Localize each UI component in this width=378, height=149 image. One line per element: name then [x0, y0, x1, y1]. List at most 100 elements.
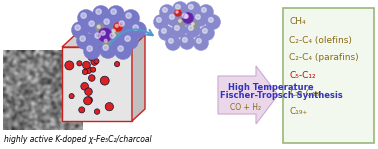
- Circle shape: [156, 17, 161, 22]
- Circle shape: [209, 17, 213, 22]
- Circle shape: [172, 22, 186, 38]
- Polygon shape: [62, 47, 132, 121]
- Circle shape: [84, 42, 101, 59]
- Circle shape: [121, 32, 138, 49]
- Text: highly active K-doped χ-Fe₅C₂/charcoal: highly active K-doped χ-Fe₅C₂/charcoal: [4, 135, 152, 145]
- Circle shape: [176, 11, 178, 13]
- Circle shape: [100, 76, 109, 85]
- Circle shape: [133, 25, 138, 30]
- Text: C₂-C₄ (olefins): C₂-C₄ (olefins): [289, 35, 352, 45]
- Circle shape: [81, 13, 86, 18]
- Circle shape: [91, 67, 96, 72]
- Circle shape: [198, 4, 214, 20]
- Circle shape: [95, 33, 100, 38]
- Circle shape: [77, 10, 94, 27]
- Circle shape: [76, 32, 93, 49]
- Circle shape: [89, 21, 94, 26]
- Circle shape: [183, 38, 187, 42]
- Circle shape: [118, 46, 123, 51]
- Circle shape: [189, 25, 193, 30]
- Text: C₅-C₁₂: C₅-C₁₂: [289, 70, 316, 80]
- Circle shape: [166, 35, 181, 51]
- Circle shape: [166, 11, 181, 27]
- Circle shape: [169, 14, 174, 19]
- Circle shape: [115, 24, 118, 27]
- Circle shape: [125, 36, 130, 41]
- Circle shape: [87, 46, 92, 51]
- Text: Fischer-Tropsch Synthesis: Fischer-Tropsch Synthesis: [220, 90, 343, 100]
- Circle shape: [160, 4, 175, 20]
- FancyBboxPatch shape: [283, 8, 374, 143]
- Circle shape: [107, 6, 124, 22]
- Circle shape: [101, 15, 118, 32]
- Circle shape: [186, 22, 200, 38]
- Circle shape: [201, 7, 206, 12]
- Circle shape: [163, 7, 167, 12]
- Circle shape: [104, 39, 107, 42]
- Circle shape: [94, 59, 99, 64]
- Circle shape: [93, 6, 110, 22]
- Circle shape: [85, 17, 102, 35]
- Circle shape: [111, 9, 116, 14]
- Circle shape: [175, 25, 179, 30]
- Circle shape: [189, 4, 193, 9]
- Circle shape: [102, 38, 112, 46]
- Circle shape: [190, 21, 198, 29]
- Circle shape: [206, 14, 220, 30]
- Polygon shape: [132, 35, 145, 121]
- Circle shape: [195, 14, 200, 19]
- Circle shape: [81, 83, 88, 90]
- Circle shape: [103, 45, 108, 50]
- Circle shape: [130, 21, 147, 38]
- Circle shape: [153, 14, 169, 30]
- Circle shape: [107, 30, 124, 46]
- Circle shape: [183, 14, 187, 18]
- Circle shape: [126, 13, 131, 18]
- Circle shape: [77, 61, 82, 66]
- Circle shape: [172, 1, 187, 17]
- Circle shape: [186, 1, 200, 17]
- Circle shape: [101, 31, 105, 35]
- Circle shape: [65, 61, 74, 70]
- Circle shape: [185, 15, 188, 18]
- Circle shape: [116, 17, 133, 35]
- Circle shape: [169, 38, 173, 43]
- Circle shape: [91, 58, 98, 65]
- Text: CH₄: CH₄: [289, 17, 306, 27]
- Circle shape: [91, 30, 108, 46]
- Circle shape: [96, 9, 101, 14]
- Circle shape: [113, 22, 122, 31]
- Circle shape: [110, 33, 115, 38]
- Circle shape: [192, 23, 194, 25]
- Circle shape: [105, 103, 113, 111]
- Circle shape: [180, 35, 195, 49]
- Circle shape: [79, 107, 85, 113]
- Circle shape: [112, 29, 115, 32]
- Circle shape: [75, 25, 81, 30]
- Circle shape: [115, 42, 132, 59]
- Circle shape: [71, 21, 88, 38]
- Text: C₁₃-C₁₈: C₁₃-C₁₈: [289, 89, 319, 97]
- Circle shape: [177, 18, 185, 26]
- Circle shape: [161, 28, 166, 33]
- Text: High Temperature: High Temperature: [228, 83, 314, 91]
- Circle shape: [175, 10, 181, 17]
- Circle shape: [178, 20, 181, 22]
- Circle shape: [194, 35, 209, 51]
- Circle shape: [82, 61, 90, 69]
- Polygon shape: [62, 35, 145, 47]
- Circle shape: [97, 25, 100, 28]
- Circle shape: [122, 10, 139, 27]
- Circle shape: [84, 97, 92, 105]
- Circle shape: [98, 28, 112, 42]
- Circle shape: [80, 36, 85, 41]
- Circle shape: [115, 62, 120, 67]
- Circle shape: [192, 11, 208, 27]
- Circle shape: [96, 24, 104, 32]
- Circle shape: [82, 69, 88, 75]
- Circle shape: [158, 25, 174, 41]
- Polygon shape: [218, 66, 278, 124]
- Circle shape: [104, 19, 109, 24]
- Circle shape: [88, 75, 95, 81]
- Circle shape: [85, 66, 92, 74]
